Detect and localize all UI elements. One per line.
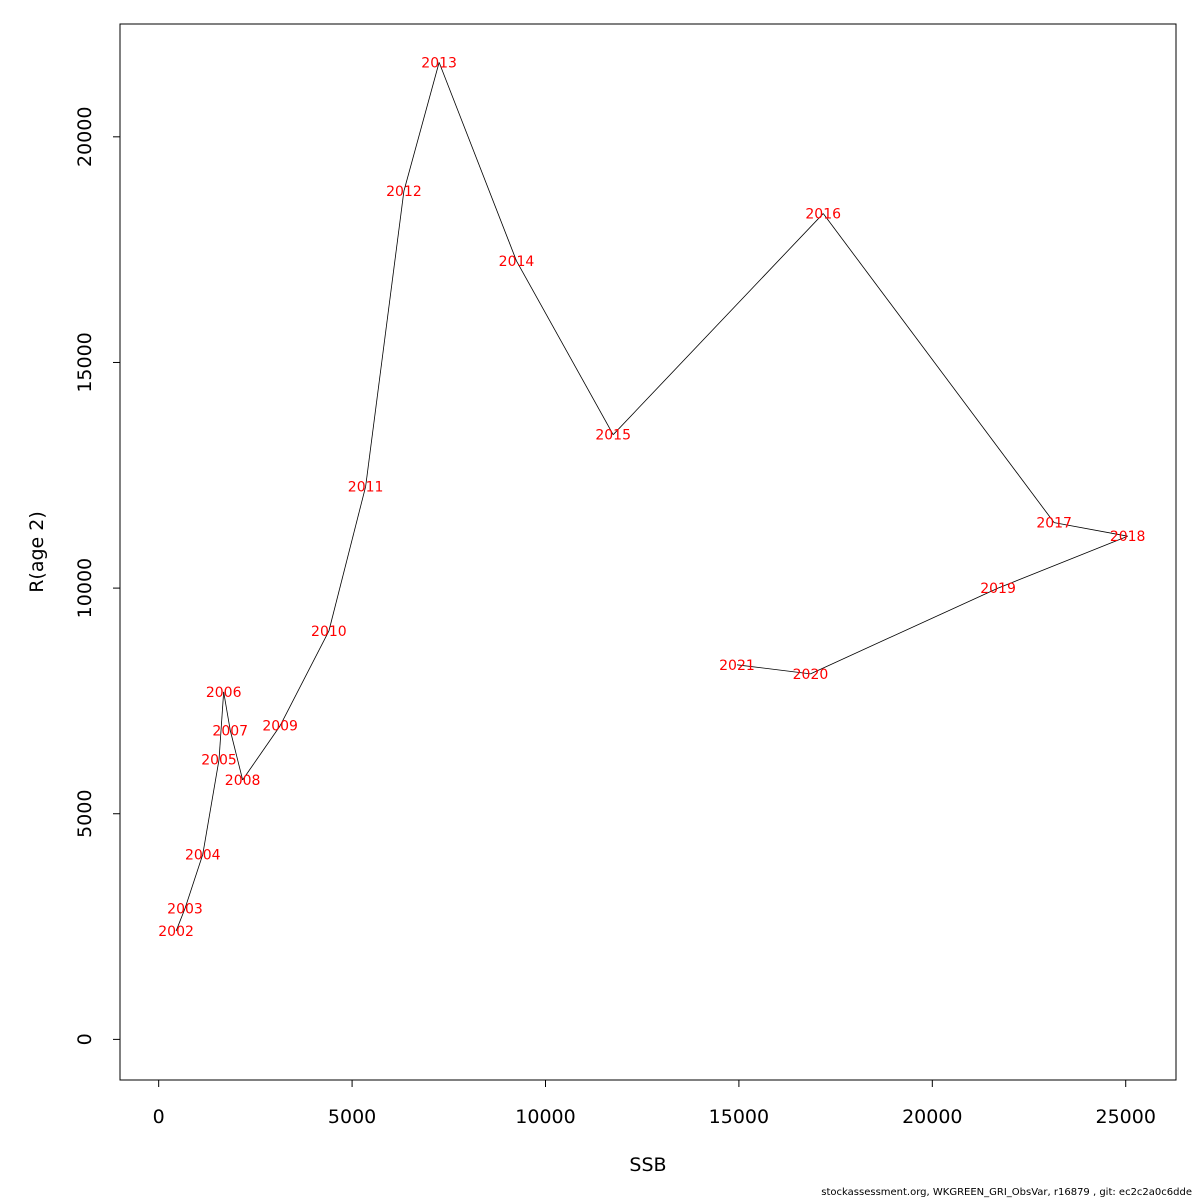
series-segment	[229, 730, 244, 780]
x-tick-label: 25000	[1095, 1106, 1155, 1128]
series-segment	[438, 62, 517, 262]
series-segment	[736, 664, 811, 675]
point-label: 2014	[499, 254, 535, 270]
y-tick-label: 10000	[74, 558, 96, 618]
series-segment	[997, 535, 1128, 589]
point-label: 2017	[1036, 516, 1072, 532]
y-tick-label: 0	[74, 1033, 96, 1045]
y-tick-label: 5000	[74, 790, 96, 838]
series-segment	[612, 213, 824, 435]
footer-note: stockassessment.org, WKGREEN_GRI_ObsVar,…	[821, 1187, 1192, 1198]
series-segment	[218, 691, 225, 760]
series-segment	[516, 260, 614, 435]
point-label: 2007	[212, 723, 248, 739]
point-label: 2004	[185, 847, 221, 863]
point-label: 2016	[805, 207, 841, 223]
series-segment	[822, 213, 1055, 523]
point-label: 2012	[386, 184, 422, 200]
point-label: 2008	[225, 773, 261, 789]
point-label: 2006	[206, 685, 242, 701]
series-segment	[403, 62, 440, 192]
point-label: 2002	[158, 924, 194, 940]
series-segment	[328, 486, 367, 632]
year-labels: 2002 2003 2004 2005 2006 2007 2008 2009 2010 2011…	[158, 55, 1145, 940]
point-label: 2003	[167, 902, 203, 918]
x-axis: 0 5000 10000 15000 20000 25000	[153, 1079, 1156, 1128]
point-label: 2013	[421, 55, 457, 71]
x-tick-label: 15000	[709, 1106, 769, 1128]
series-segment	[175, 908, 186, 932]
series-segment	[202, 759, 220, 855]
series-segment	[1054, 522, 1128, 537]
y-axis: 0 5000 10000 15000 20000	[74, 107, 121, 1045]
series-segment	[810, 587, 999, 675]
series-segment	[184, 854, 204, 909]
point-label: 2019	[980, 581, 1016, 597]
x-axis-label: SSB	[629, 1154, 666, 1176]
y-tick-label: 20000	[74, 107, 96, 167]
x-tick-label: 5000	[328, 1106, 376, 1128]
point-label: 2010	[311, 624, 347, 640]
y-axis-label: R(age 2)	[26, 511, 48, 593]
point-label: 2020	[793, 667, 829, 683]
x-tick-label: 10000	[515, 1106, 575, 1128]
point-label: 2005	[201, 753, 237, 769]
series-segment	[365, 190, 405, 487]
plot-frame	[119, 23, 1177, 1081]
point-label: 2015	[595, 428, 631, 444]
x-tick-label: 0	[153, 1106, 165, 1128]
point-label: 2018	[1110, 529, 1146, 545]
series-segment	[279, 630, 330, 726]
x-tick-label: 20000	[902, 1106, 962, 1128]
point-label: 2011	[348, 480, 384, 496]
series-segment	[223, 691, 231, 731]
series-segment	[242, 725, 281, 781]
y-tick-label: 15000	[74, 332, 96, 392]
point-label: 2021	[719, 658, 755, 674]
series-line	[175, 62, 1128, 932]
point-label: 2009	[262, 719, 298, 735]
